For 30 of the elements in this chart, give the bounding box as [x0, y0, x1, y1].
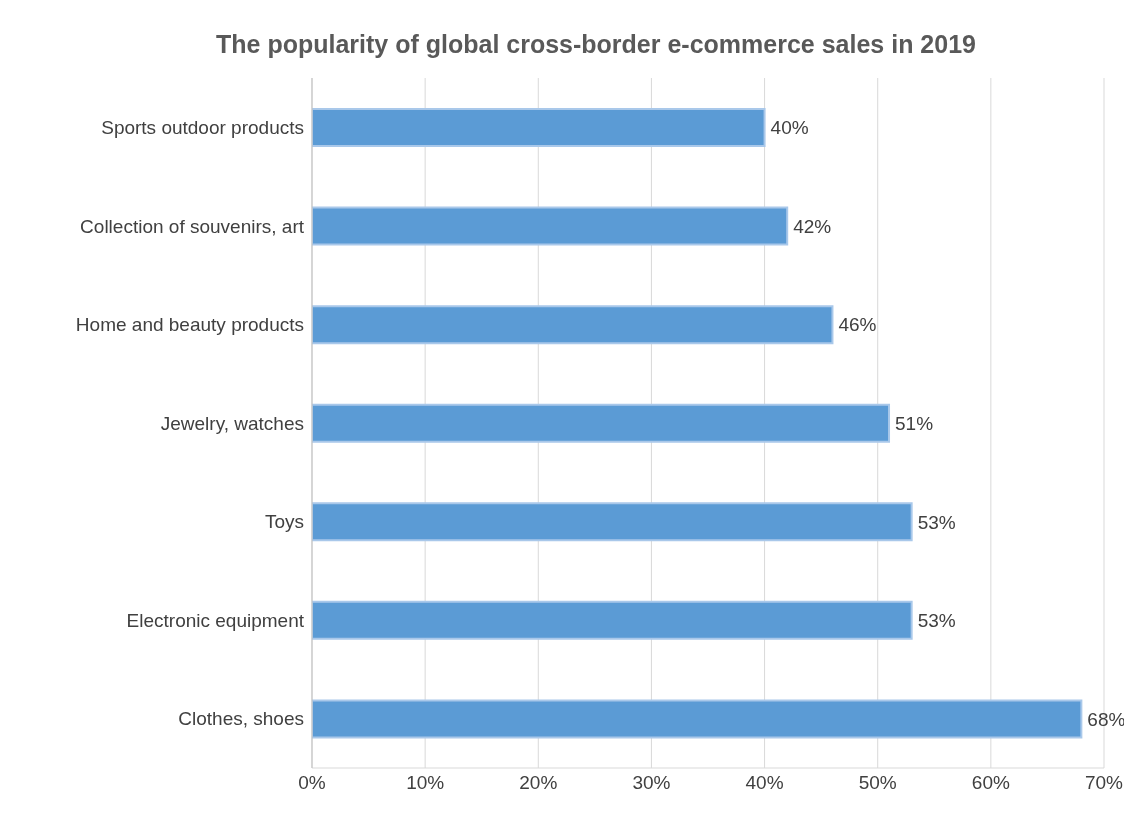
bar — [312, 305, 834, 345]
x-tick-label: 60% — [971, 772, 1010, 794]
x-tick-label: 10% — [406, 772, 445, 794]
y-tick-label: Sports outdoor products — [101, 117, 304, 139]
x-tick-label: 50% — [858, 772, 897, 794]
x-tick-label: 30% — [632, 772, 671, 794]
data-label: 53% — [917, 610, 956, 632]
bar — [312, 108, 766, 147]
y-tick-label: Jewelry, watches — [160, 412, 304, 434]
bar — [312, 600, 913, 640]
data-label: 68% — [1087, 708, 1126, 730]
x-tick-label: 40% — [745, 772, 784, 794]
x-tick-label: 70% — [1084, 772, 1124, 794]
bar — [312, 206, 789, 246]
y-tick-label: Electronic equipment — [126, 609, 305, 631]
y-tick-label: Toys — [264, 511, 304, 533]
data-label: 51% — [895, 412, 934, 434]
bar — [312, 403, 891, 443]
y-tick-label: Clothes, shoes — [178, 708, 304, 730]
data-label: 42% — [793, 215, 832, 237]
chart-title: The popularity of global cross-border e-commerce sales in 2019 — [215, 29, 977, 60]
data-label: 53% — [917, 511, 956, 533]
data-label: 40% — [770, 117, 809, 139]
y-tick-label: Home and beauty products — [75, 314, 304, 336]
data-label: 46% — [838, 314, 877, 336]
bar — [312, 502, 913, 542]
x-tick-label: 20% — [519, 772, 558, 794]
x-tick-label: 0% — [298, 772, 326, 794]
y-tick-label: Collection of souvenirs, art — [80, 215, 305, 237]
bar — [312, 699, 1083, 739]
